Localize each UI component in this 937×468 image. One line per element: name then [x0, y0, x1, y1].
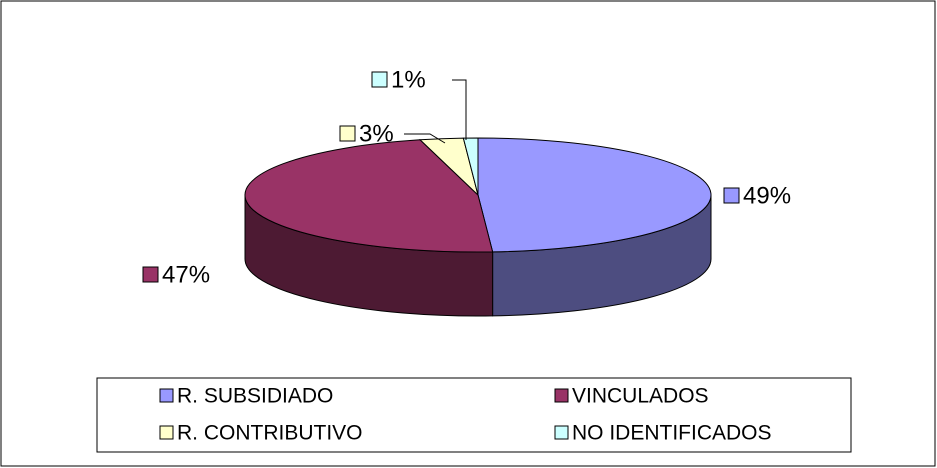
pie-slice	[477, 137, 712, 253]
leader-line	[404, 133, 446, 144]
label-swatch	[339, 125, 356, 142]
pie-slice	[244, 139, 494, 253]
data-label: 47%	[162, 261, 210, 288]
pie-slice	[462, 137, 479, 196]
legend-swatch	[554, 388, 569, 403]
legend: R. SUBSIDIADO VINCULADOS R. CONTRIBUTIVO NO…	[159, 385, 772, 445]
data-label: 1%	[391, 66, 426, 93]
legend-label: VINCULADOS	[572, 385, 709, 408]
label-swatch	[371, 71, 388, 88]
leader-line	[452, 79, 467, 140]
data-label: 3%	[359, 120, 394, 147]
data-labels: 49% 47% 3% 1%	[142, 66, 791, 288]
pie-tops	[244, 137, 712, 253]
data-label: 49%	[743, 182, 791, 209]
legend-label: NO IDENTIFICADOS	[572, 422, 772, 445]
legend-swatch	[554, 425, 569, 440]
legend-swatch	[159, 425, 174, 440]
legend-label: R. CONTRIBUTIVO	[177, 422, 363, 445]
legend-box	[96, 377, 852, 453]
legend-label: R. SUBSIDIADO	[177, 385, 333, 408]
label-swatch	[723, 187, 740, 204]
label-swatch	[142, 266, 159, 283]
legend-swatch	[159, 388, 174, 403]
